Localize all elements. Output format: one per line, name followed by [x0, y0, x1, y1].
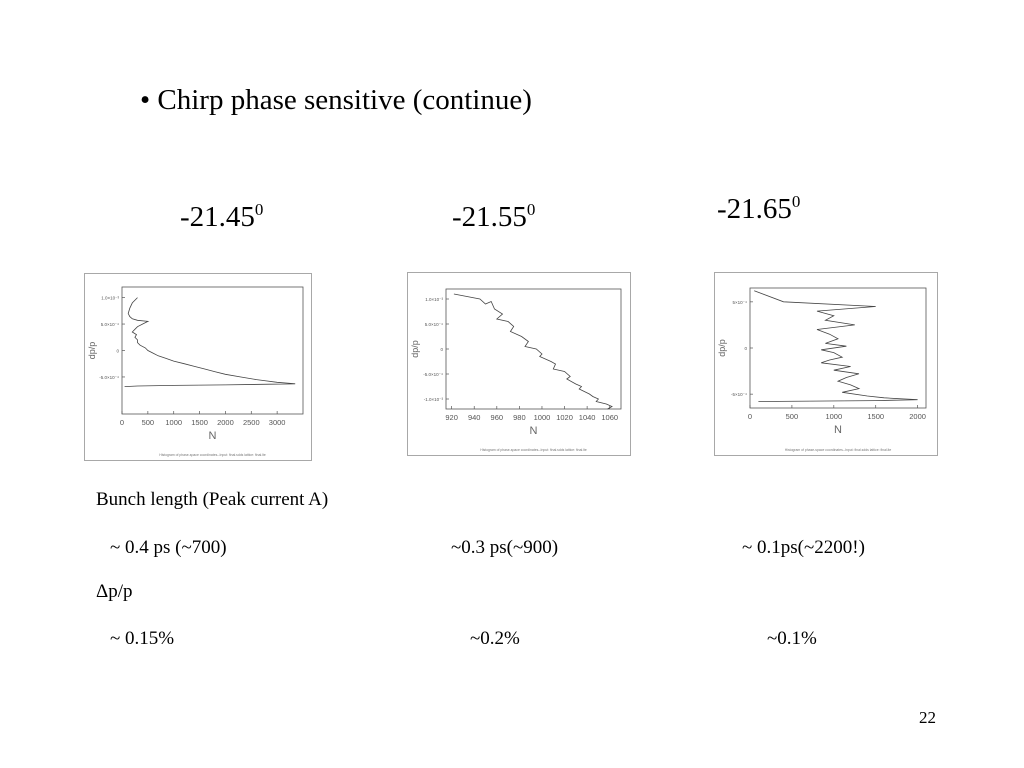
y-tick-label: 5.0×10⁻⁴: [101, 322, 119, 327]
histogram-chart-1: 0 500 1000 1500 2000 2500 3000 1.0×10⁻³ 5.0×10⁻⁴…: [84, 273, 312, 461]
x-tick-label: 960: [491, 413, 504, 422]
y-tick-label: 0: [116, 349, 119, 354]
x-tick-label: 940: [468, 413, 481, 422]
chart-caption: Histogram of phase-space coordinates--In…: [785, 448, 892, 452]
plot-area-border: [749, 287, 927, 409]
x-axis-label: N: [530, 425, 538, 437]
plot-area-border: [121, 286, 304, 415]
x-tick-label: 2000: [217, 418, 234, 427]
x-tick-label: 1500: [191, 418, 208, 427]
x-tick-label: 500: [142, 418, 155, 427]
y-tick-label: -1.0×10⁻³: [424, 397, 444, 402]
y-tick-label: 0: [744, 346, 747, 351]
x-tick-label: 3000: [269, 418, 286, 427]
y-tick-label: -5.0×10⁻⁴: [423, 372, 443, 377]
chart-svg: 920 940 960 980 1000 1020 1040 1060 1.0×10⁻³ 5.0×…: [410, 288, 622, 452]
chart-svg: 0 500 1000 1500 2000 5×10⁻⁴ 0 -5×10⁻⁴ Ndp/p Histo…: [717, 287, 927, 452]
histogram-series-line: [754, 290, 918, 402]
x-tick-label: 1060: [601, 413, 618, 422]
y-axis-label: dp/p: [87, 342, 97, 360]
angle-label-1: -21.450: [180, 200, 263, 234]
y-tick-label: 5.0×10⁻⁴: [425, 322, 443, 327]
bunch-value-2: ~0.3 ps(~900): [451, 537, 559, 558]
x-axis-label: N: [834, 424, 842, 436]
plot-area-border: [445, 288, 622, 410]
angle-value-2: -21.55: [452, 201, 527, 233]
x-tick-label: 500: [786, 412, 799, 421]
dp-value-2: ~0.2%: [470, 628, 520, 649]
x-axis-label: N: [209, 430, 217, 442]
dp-value-1: ~ 0.15%: [110, 628, 175, 649]
y-tick-label: 0: [440, 347, 443, 352]
angle-superscript-2: 0: [526, 200, 536, 219]
x-tick-label: 1020: [556, 413, 573, 422]
chart-caption: Histogram of phase-space coordinates--In…: [159, 453, 266, 457]
y-tick-label: 1.0×10⁻³: [425, 297, 443, 302]
y-tick-label: -5×10⁻⁴: [731, 392, 747, 397]
angle-value-1: -21.45: [180, 201, 255, 233]
y-tick-label: 1.0×10⁻³: [101, 296, 119, 301]
x-tick-label: 0: [120, 418, 124, 427]
angle-label-3: -21.650: [717, 192, 800, 226]
x-tick-label: 2000: [909, 412, 926, 421]
bunch-value-3: ~ 0.1ps(~2200!): [742, 537, 865, 558]
x-tick-label: 980: [513, 413, 526, 422]
dp-value-3: ~0.1%: [767, 628, 817, 649]
x-tick-label: 1000: [534, 413, 551, 422]
angle-label-2: -21.550: [452, 200, 535, 234]
y-tick-label: -5.0×10⁻⁴: [99, 375, 119, 380]
x-tick-label: 920: [445, 413, 458, 422]
slide-title: • Chirp phase sensitive (continue): [140, 84, 532, 116]
histogram-series-line: [453, 293, 613, 410]
histogram-chart-2: 920 940 960 980 1000 1020 1040 1060 1.0×10⁻³ 5.0×…: [407, 272, 631, 456]
histogram-series-line: [124, 297, 296, 387]
bunch-length-heading: Bunch length (Peak current A): [96, 489, 329, 510]
chart-caption: Histogram of phase-space coordinates--In…: [480, 448, 587, 452]
bunch-value-1: ~ 0.4 ps (~700): [110, 537, 227, 558]
x-tick-label: 1000: [825, 412, 842, 421]
page-number: 22: [919, 708, 936, 727]
x-tick-label: 1000: [165, 418, 182, 427]
y-axis-label: dp/p: [717, 339, 727, 357]
x-tick-label: 1040: [579, 413, 596, 422]
dp-heading: Δp/p: [96, 581, 133, 602]
x-tick-label: 0: [748, 412, 752, 421]
angle-superscript-1: 0: [254, 200, 264, 219]
chart-svg: 0 500 1000 1500 2000 2500 3000 1.0×10⁻³ 5.0×10⁻⁴…: [87, 286, 304, 457]
angle-value-3: -21.65: [717, 193, 792, 225]
angle-superscript-3: 0: [791, 192, 801, 211]
x-tick-label: 1500: [867, 412, 884, 421]
y-tick-label: 5×10⁻⁴: [733, 300, 748, 305]
y-axis-label: dp/p: [410, 340, 420, 358]
x-tick-label: 2500: [243, 418, 260, 427]
